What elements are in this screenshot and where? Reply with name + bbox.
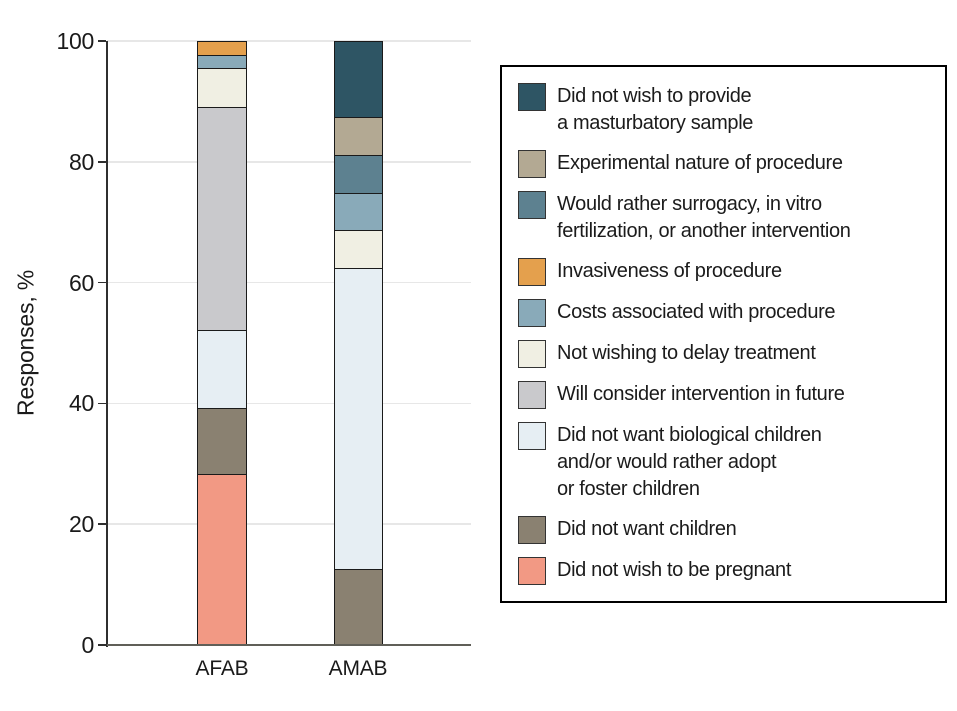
bar-segment-amab-no-children <box>335 568 382 644</box>
x-category-label-amab: AMAB <box>328 657 388 680</box>
legend-item-masturbatory-sample: Did not wish to provide a masturbatory sa… <box>518 83 933 137</box>
legend-label-line: Would rather surrogacy, in vitro <box>557 193 822 215</box>
bar-segment-afab-costs <box>198 55 246 69</box>
legend-label-experimental-nature: Experimental nature of procedure <box>557 150 843 177</box>
legend-label-no-children: Did not want children <box>557 516 737 543</box>
legend-swatch-consider-future <box>518 381 546 409</box>
legend-swatch-pregnant <box>518 557 546 585</box>
legend-label-line: or foster children <box>557 478 700 500</box>
x-category-label-afab: AFAB <box>195 657 249 680</box>
y-tick-label-0: 0 <box>81 632 95 658</box>
y-tick-labels: 0 20 40 60 80 100 <box>28 29 95 657</box>
legend-label-line: Did not want biological children <box>557 424 822 446</box>
legend-item-surrogacy-ivf: Would rather surrogacy, in vitro fertiliz… <box>518 191 933 245</box>
gridline-60 <box>107 281 471 284</box>
legend-item-costs: Costs associated with procedure <box>518 299 933 327</box>
legend-item-no-biological-children: Did not want biological children and/or w… <box>518 422 933 503</box>
bar-segment-amab-experimental-nature <box>335 117 382 155</box>
legend-label-invasiveness: Invasiveness of procedure <box>557 258 782 285</box>
legend-label-line: Costs associated with procedure <box>557 301 836 323</box>
bar-segment-amab-no-biological-children <box>335 267 382 569</box>
gridline-80 <box>107 161 471 163</box>
legend-swatch-delay-treatment <box>518 340 546 368</box>
bar-segment-afab-no-biological-children <box>198 329 246 409</box>
y-axis-tick-100 <box>98 40 106 42</box>
y-axis-tick-0 <box>98 644 106 646</box>
legend-box: Did not wish to provide a masturbatory sa… <box>500 65 947 603</box>
legend-swatch-invasiveness <box>518 258 546 286</box>
legend-swatch-no-biological-children <box>518 422 546 450</box>
legend-item-delay-treatment: Not wishing to delay treatment <box>518 340 933 368</box>
bar-segment-amab-masturbatory-sample <box>335 42 382 118</box>
legend-label-consider-future: Will consider intervention in future <box>557 381 845 408</box>
legend-swatch-experimental-nature <box>518 150 546 178</box>
y-axis-tick-60 <box>98 281 106 284</box>
legend-swatch-no-children <box>518 516 546 544</box>
bar-segment-afab-consider-future <box>198 107 246 330</box>
gridline-40 <box>107 402 471 405</box>
legend-label-masturbatory-sample: Did not wish to provide a masturbatory sa… <box>557 83 753 137</box>
y-tick-label-60: 60 <box>69 269 94 296</box>
legend-label-line: Will consider intervention in future <box>557 383 845 405</box>
legend-label-line: Not wishing to delay treatment <box>557 342 816 364</box>
y-tick-label-40: 40 <box>69 390 94 417</box>
bar-afab <box>197 41 247 645</box>
legend-label-line: Did not wish to be pregnant <box>557 559 792 581</box>
bar-segment-amab-costs <box>335 192 382 231</box>
legend-label-costs: Costs associated with procedure <box>557 299 836 326</box>
legend-label-pregnant: Did not wish to be pregnant <box>557 557 791 584</box>
legend-label-surrogacy-ivf: Would rather surrogacy, in vitro fertiliz… <box>557 191 851 245</box>
legend-label-delay-treatment: Not wishing to delay treatment <box>557 340 816 367</box>
legend-item-invasiveness: Invasiveness of procedure <box>518 258 933 286</box>
legend-swatch-surrogacy-ivf <box>518 191 546 219</box>
plot-area <box>98 40 471 647</box>
legend-swatch-costs <box>518 299 546 327</box>
bar-segment-amab-delay-treatment <box>335 230 382 268</box>
legend-label-line: Did not want children <box>557 518 737 540</box>
legend-label-line: Experimental nature of procedure <box>557 152 843 174</box>
bar-segment-afab-no-children <box>198 408 246 474</box>
legend-label-no-biological-children: Did not want biological children and/or w… <box>557 422 822 503</box>
y-tick-label-80: 80 <box>69 148 94 175</box>
legend-label-line: a masturbatory sample <box>557 112 754 134</box>
legend-item-consider-future: Will consider intervention in future <box>518 381 933 409</box>
gridline-20 <box>107 523 471 525</box>
legend-item-pregnant: Did not wish to be pregnant <box>518 557 933 585</box>
bar-segment-afab-invasiveness <box>198 42 246 56</box>
gridline-100 <box>107 40 471 42</box>
y-tick-label-20: 20 <box>69 511 94 538</box>
legend-swatch-masturbatory-sample <box>518 83 546 111</box>
legend-label-line: and/or would rather adopt <box>557 451 777 473</box>
legend-label-line: Did not wish to provide <box>557 85 752 107</box>
legend-label-line: Invasiveness of procedure <box>557 260 782 282</box>
bar-segment-afab-pregnant <box>198 473 246 644</box>
legend-item-no-children: Did not want children <box>518 516 933 544</box>
y-axis-tick-20 <box>98 523 106 525</box>
y-tick-label-100: 100 <box>56 28 95 54</box>
bar-segment-amab-surrogacy-ivf <box>335 154 382 193</box>
y-axis-tick-40 <box>98 402 106 405</box>
legend-item-experimental-nature: Experimental nature of procedure <box>518 150 933 178</box>
legend-label-line: fertilization, or another intervention <box>557 220 851 242</box>
bar-segment-afab-delay-treatment <box>198 68 246 108</box>
x-axis-line <box>107 644 471 646</box>
y-axis-tick-80 <box>98 161 106 163</box>
bar-amab <box>334 41 383 645</box>
y-axis-line <box>106 41 108 647</box>
